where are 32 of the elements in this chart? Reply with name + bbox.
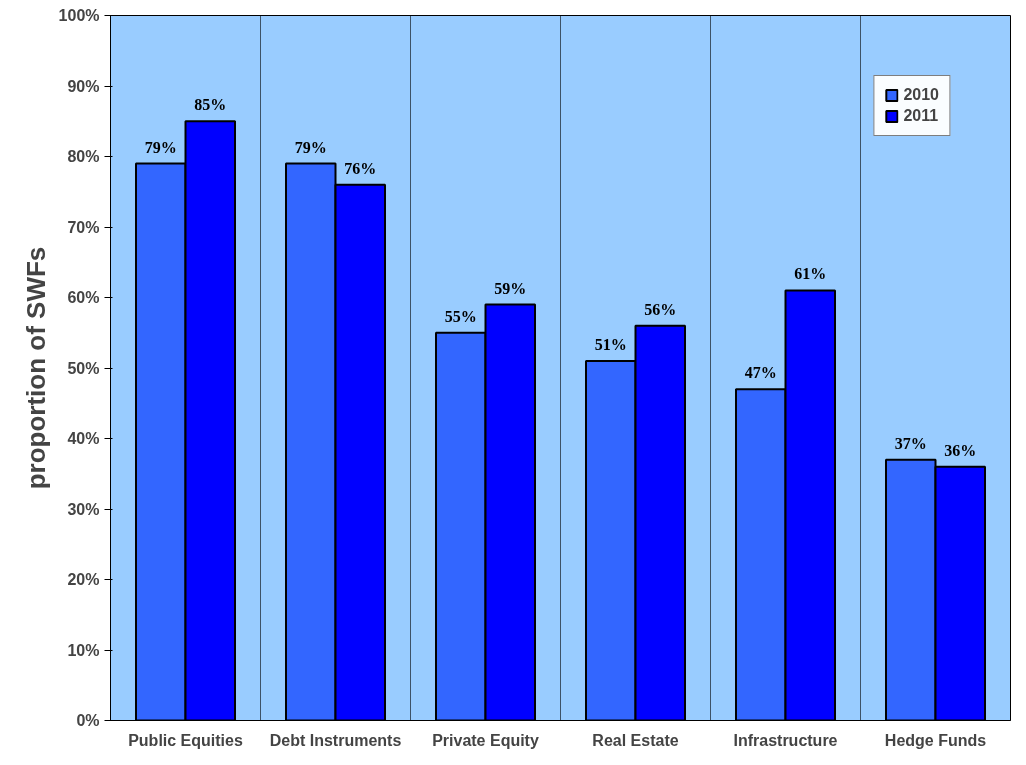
y-axis-title: proportion of SWFs (20, 246, 51, 490)
data-label: 61% (794, 265, 827, 283)
data-label: 37% (894, 434, 927, 452)
x-tick-label: Hedge Funds (884, 731, 987, 749)
y-tick-label: 50% (67, 359, 100, 377)
y-tick-label: 100% (58, 7, 100, 24)
data-label: 47% (744, 364, 777, 382)
data-label: 55% (444, 307, 477, 325)
data-label: 59% (494, 279, 527, 297)
y-tick-label: 70% (67, 218, 100, 236)
data-label: 51% (594, 335, 627, 353)
legend-label: 2010 (903, 86, 939, 104)
data-label: 85% (194, 96, 227, 114)
y-tick-label: 60% (67, 289, 100, 306)
y-tick-label: 90% (67, 77, 100, 95)
x-tick-label: Debt Instruments (269, 731, 402, 749)
data-label: 79% (144, 138, 177, 156)
x-tick-label: Real Estate (592, 731, 679, 749)
data-label: 79% (294, 138, 327, 156)
y-tick-label: 80% (67, 148, 100, 165)
y-tick-label: 0% (76, 712, 100, 729)
data-label: 36% (944, 441, 977, 459)
y-tick-label: 10% (67, 641, 100, 659)
x-tick-label: Public Equities (128, 731, 243, 749)
data-label: 76% (344, 159, 377, 177)
y-tick-label: 40% (67, 430, 100, 447)
data-label: 56% (644, 300, 677, 318)
x-tick-label: Private Equity (432, 731, 539, 749)
y-tick-label: 30% (67, 500, 100, 518)
legend-label: 2011 (903, 107, 939, 125)
y-tick-label: 20% (67, 571, 100, 588)
x-tick-label: Infrastructure (733, 731, 838, 749)
